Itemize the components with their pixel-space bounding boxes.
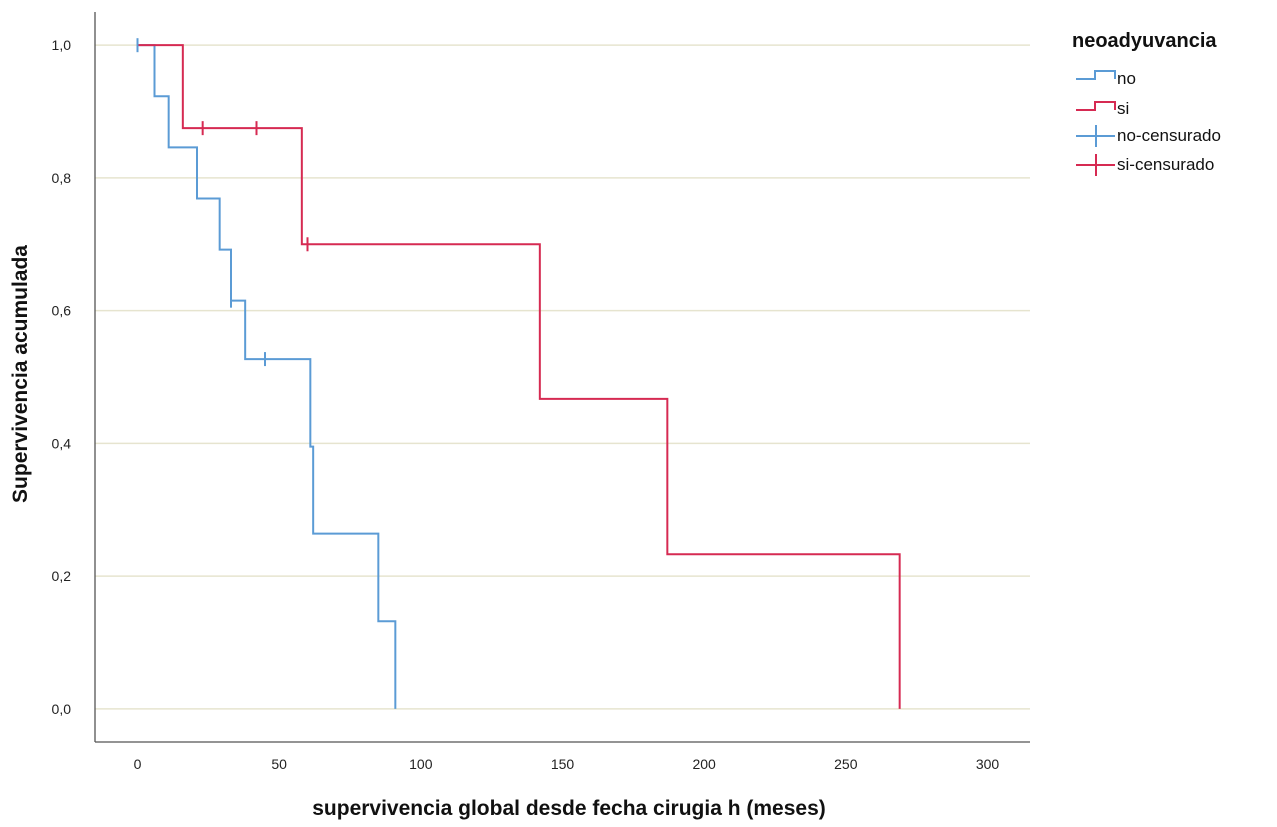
legend-item-si-censurado: si-censurado — [1076, 154, 1214, 176]
series-lines — [137, 44, 901, 709]
grid-lines — [95, 44, 1030, 710]
legend-label-no-censurado: no-censurado — [1117, 126, 1221, 145]
y-tick-label: 0,4 — [52, 435, 72, 451]
legend: neoadyuvancia no si no-censurado si-cens… — [1072, 30, 1221, 176]
y-tick-label: 1,0 — [52, 37, 72, 53]
x-tick-label: 50 — [271, 756, 287, 772]
legend-item-no: no — [1076, 69, 1136, 88]
x-ticks: 0 50 100 150 200 250 300 — [134, 756, 1000, 772]
legend-label-si-censurado: si-censurado — [1117, 155, 1214, 174]
series-line-si — [137, 44, 901, 709]
legend-item-no-censurado: no-censurado — [1076, 125, 1221, 147]
legend-swatch-si — [1076, 101, 1116, 111]
y-tick-label: 0,6 — [52, 303, 72, 319]
legend-label-no: no — [1117, 69, 1136, 88]
y-tick-label: 0,0 — [52, 701, 72, 717]
legend-item-si: si — [1076, 99, 1129, 118]
y-axis-title: Supervivencia acumulada — [9, 245, 32, 503]
legend-label-si: si — [1117, 99, 1129, 118]
x-tick-label: 0 — [134, 756, 142, 772]
axes — [94, 12, 1030, 743]
x-tick-label: 250 — [834, 756, 858, 772]
x-tick-label: 200 — [692, 756, 716, 772]
censor-marks — [136, 38, 309, 367]
y-ticks: 0,0 0,2 0,4 0,6 0,8 1,0 — [52, 37, 72, 717]
x-tick-label: 100 — [409, 756, 433, 772]
y-tick-label: 0,8 — [52, 170, 72, 186]
x-tick-label: 300 — [976, 756, 1000, 772]
legend-swatch-no — [1076, 70, 1116, 80]
legend-title: neoadyuvancia — [1072, 30, 1217, 52]
y-tick-label: 0,2 — [52, 568, 72, 584]
x-tick-label: 150 — [551, 756, 575, 772]
x-axis-title: supervivencia global desde fecha cirugia… — [312, 797, 826, 820]
series-line-no — [137, 44, 397, 709]
